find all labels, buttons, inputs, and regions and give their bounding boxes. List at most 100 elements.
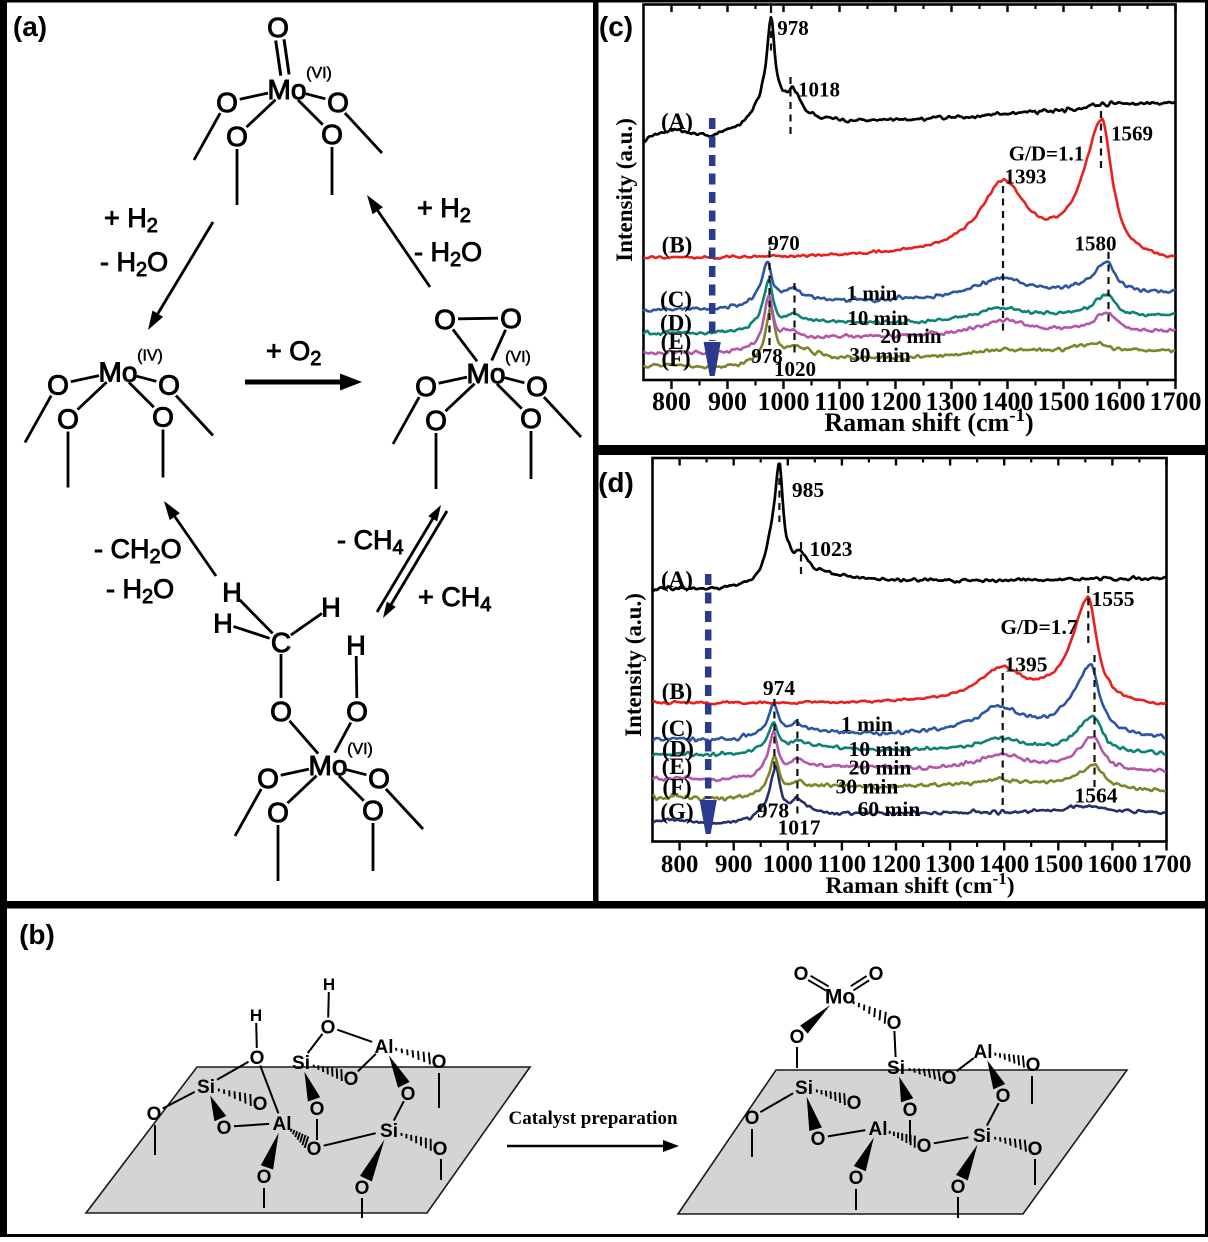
svg-text:O: O — [500, 303, 522, 334]
svg-text:1000: 1000 — [763, 851, 813, 878]
svg-text:O: O — [147, 1104, 162, 1125]
svg-text:O: O — [745, 1108, 760, 1129]
svg-text:O: O — [1026, 1055, 1041, 1076]
svg-text:Al: Al — [974, 1042, 993, 1063]
svg-text:Raman shift (cm-1): Raman shift (cm-1) — [825, 869, 1014, 899]
svg-text:4: 4 — [480, 594, 491, 616]
svg-text:O: O — [1028, 1139, 1043, 1160]
svg-text:H: H — [250, 1006, 262, 1025]
svg-text:+ H: + H — [104, 203, 147, 233]
svg-text:4: 4 — [393, 537, 404, 559]
svg-text:1500: 1500 — [1038, 387, 1090, 416]
svg-text:978: 978 — [777, 16, 809, 40]
svg-text:Si: Si — [887, 1058, 905, 1079]
svg-text:30 min: 30 min — [836, 775, 899, 799]
svg-text:O: O — [917, 1136, 932, 1157]
svg-text:Intensity (a.u.): Intensity (a.u.) — [612, 118, 637, 262]
svg-text:1 min: 1 min — [841, 712, 893, 736]
svg-text:Al: Al — [273, 1114, 292, 1135]
svg-text:- CH: - CH — [337, 525, 393, 555]
svg-text:1600: 1600 — [1087, 851, 1137, 878]
svg-text:O: O — [270, 696, 292, 727]
svg-text:1700: 1700 — [1142, 851, 1192, 878]
svg-text:H: H — [323, 975, 335, 994]
svg-text:Si: Si — [197, 1077, 215, 1098]
svg-text:1017: 1017 — [778, 816, 821, 840]
svg-text:O: O — [520, 403, 542, 434]
svg-text:Al: Al — [869, 1119, 888, 1140]
svg-text:O: O — [790, 1027, 805, 1048]
svg-text:2: 2 — [460, 205, 471, 227]
svg-text:O: O — [321, 1017, 336, 1038]
svg-text:C: C — [271, 627, 291, 658]
svg-text:800: 800 — [661, 851, 699, 878]
svg-text:O: O — [307, 1139, 322, 1160]
svg-text:G/D=1.7: G/D=1.7 — [1000, 615, 1078, 639]
svg-text:O: O — [344, 1069, 359, 1090]
svg-text:O: O — [355, 1178, 370, 1199]
svg-text:(b): (b) — [19, 919, 55, 950]
svg-text:Si: Si — [795, 1078, 813, 1099]
svg-text:O: O — [57, 404, 79, 435]
svg-text:O: O — [903, 1100, 918, 1121]
svg-text:+ H: + H — [417, 193, 460, 223]
svg-text:O: O — [147, 247, 168, 277]
svg-text:(IV): (IV) — [137, 348, 163, 365]
svg-text:O: O — [217, 1118, 232, 1139]
svg-text:(G): (G) — [660, 799, 693, 824]
svg-text:O: O — [887, 1013, 902, 1034]
svg-text:1555: 1555 — [1092, 587, 1135, 611]
svg-text:30 min: 30 min — [849, 343, 911, 367]
svg-text:1395: 1395 — [1005, 653, 1048, 677]
svg-text:G/D=1.1: G/D=1.1 — [1009, 142, 1085, 166]
svg-text:O: O — [461, 237, 482, 267]
svg-text:- H: - H — [414, 237, 450, 267]
svg-text:- H: - H — [106, 574, 142, 604]
svg-text:O: O — [425, 405, 447, 436]
svg-text:O: O — [253, 1094, 268, 1115]
svg-text:O: O — [153, 574, 174, 604]
svg-text:(B): (B) — [662, 679, 693, 704]
svg-text:O: O — [951, 1177, 966, 1198]
svg-text:2: 2 — [450, 249, 461, 271]
svg-text:O: O — [811, 1129, 826, 1150]
svg-text:O: O — [401, 1084, 416, 1105]
svg-text:O: O — [362, 795, 384, 826]
svg-text:800: 800 — [652, 387, 691, 416]
svg-text:(B): (B) — [662, 233, 693, 258]
svg-text:1393: 1393 — [1005, 165, 1047, 189]
svg-text:1600: 1600 — [1094, 387, 1146, 416]
svg-text:(c): (c) — [599, 11, 633, 42]
svg-text:2: 2 — [310, 348, 321, 370]
svg-text:2: 2 — [150, 546, 161, 568]
svg-text:- H: - H — [100, 247, 136, 277]
svg-text:O: O — [432, 1052, 447, 1073]
svg-text:O: O — [794, 964, 809, 985]
svg-text:60 min: 60 min — [858, 797, 921, 821]
svg-text:1564: 1564 — [1075, 784, 1118, 808]
svg-text:Catalyst preparation: Catalyst preparation — [508, 1108, 677, 1129]
svg-text:Raman shift (cm-1): Raman shift (cm-1) — [824, 405, 1033, 437]
svg-text:O: O — [942, 1068, 957, 1089]
svg-text:O: O — [849, 1168, 864, 1189]
svg-text:(F): (F) — [662, 775, 691, 800]
svg-text:O: O — [869, 964, 884, 985]
svg-text:O: O — [161, 534, 182, 564]
svg-text:H: H — [222, 578, 242, 608]
svg-text:Si: Si — [380, 1121, 398, 1142]
svg-text:1018: 1018 — [798, 78, 840, 102]
svg-text:2: 2 — [147, 215, 158, 237]
svg-text:O: O — [847, 1093, 862, 1114]
svg-text:+ O: + O — [266, 336, 310, 366]
svg-text:1020: 1020 — [774, 357, 816, 381]
svg-text:O: O — [267, 797, 289, 828]
svg-text:(VI): (VI) — [306, 65, 332, 82]
svg-text:(VI): (VI) — [505, 349, 531, 366]
svg-text:(a): (a) — [13, 11, 47, 42]
svg-text:1000: 1000 — [758, 387, 810, 416]
svg-text:2: 2 — [142, 586, 153, 608]
svg-text:1500: 1500 — [1033, 851, 1083, 878]
svg-text:Intensity (a.u.): Intensity (a.u.) — [621, 593, 646, 737]
svg-text:2: 2 — [136, 259, 147, 281]
svg-text:O: O — [257, 1167, 272, 1188]
